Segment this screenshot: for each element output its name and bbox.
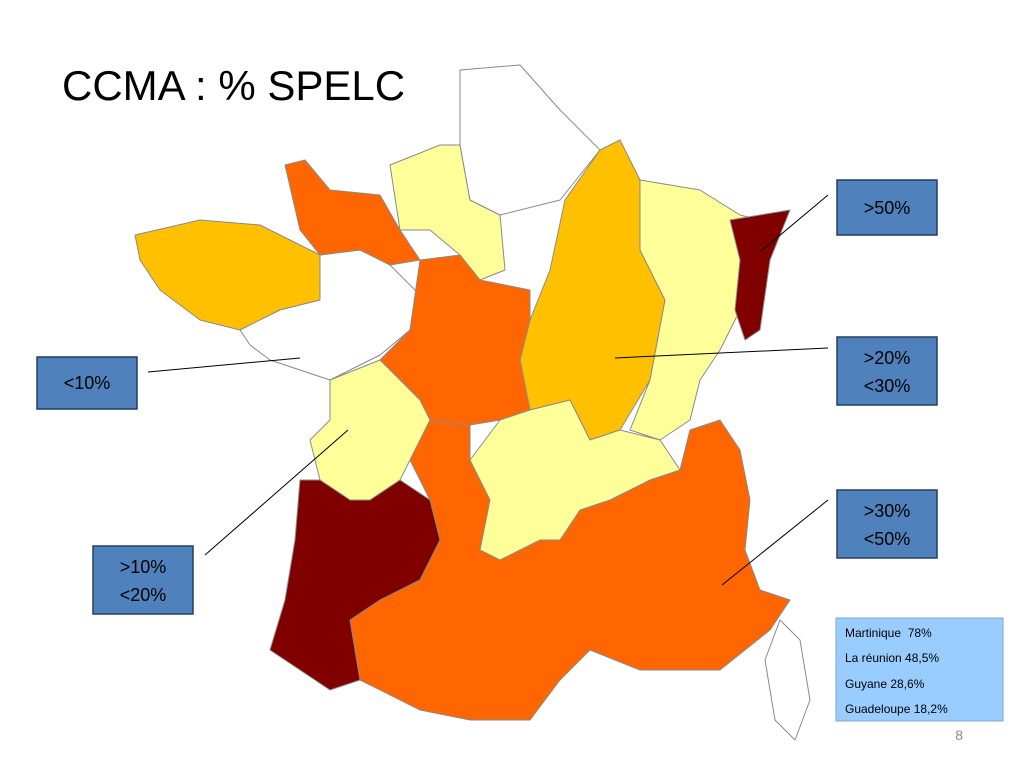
overseas-box: Martinique 78% La réunion 48,5% Guyane 2…: [835, 617, 1004, 722]
legend-label: >30%: [864, 501, 911, 521]
overseas-item: Guyane 28,6%: [845, 677, 925, 691]
legend-label: <50%: [864, 529, 911, 549]
callout-line: [614, 347, 829, 359]
region-corsica: [764, 619, 811, 741]
callouts: [147, 194, 829, 586]
region-picardy: [389, 144, 506, 281]
region-alsace: [729, 209, 791, 341]
callout-line: [721, 499, 829, 586]
legend-label: >50%: [864, 198, 911, 218]
slide-title: CCMA : % SPELC: [62, 62, 405, 109]
legend-label: >20%: [864, 348, 911, 368]
overseas-background: [835, 617, 1004, 722]
legend-boxes: >50% >20% <30% >30% <50% <10% >10% <20%: [36, 179, 938, 615]
page-number: 8: [955, 727, 963, 743]
region-auvergne: [469, 399, 681, 561]
legend-label: >10%: [120, 557, 167, 577]
region-east: [629, 179, 761, 441]
region-north: [459, 64, 601, 216]
overseas-item: La réunion 48,5%: [845, 651, 939, 665]
legend-box: [836, 179, 938, 236]
legend-box: [92, 545, 194, 615]
legend-label: <20%: [120, 585, 167, 605]
region-aquitaine: [269, 479, 441, 691]
legend-label: <30%: [864, 376, 911, 396]
overseas-item: Martinique 78%: [845, 626, 932, 640]
legend-box: [36, 356, 138, 410]
callout-line: [759, 194, 829, 253]
legend-box: [836, 336, 938, 406]
france-map: [134, 64, 811, 741]
legend-box: [836, 489, 938, 559]
callout-line: [147, 357, 301, 373]
overseas-item: Guadeloupe 18,2%: [845, 702, 948, 716]
legend-label: <10%: [64, 373, 111, 393]
callout-line: [204, 429, 349, 556]
